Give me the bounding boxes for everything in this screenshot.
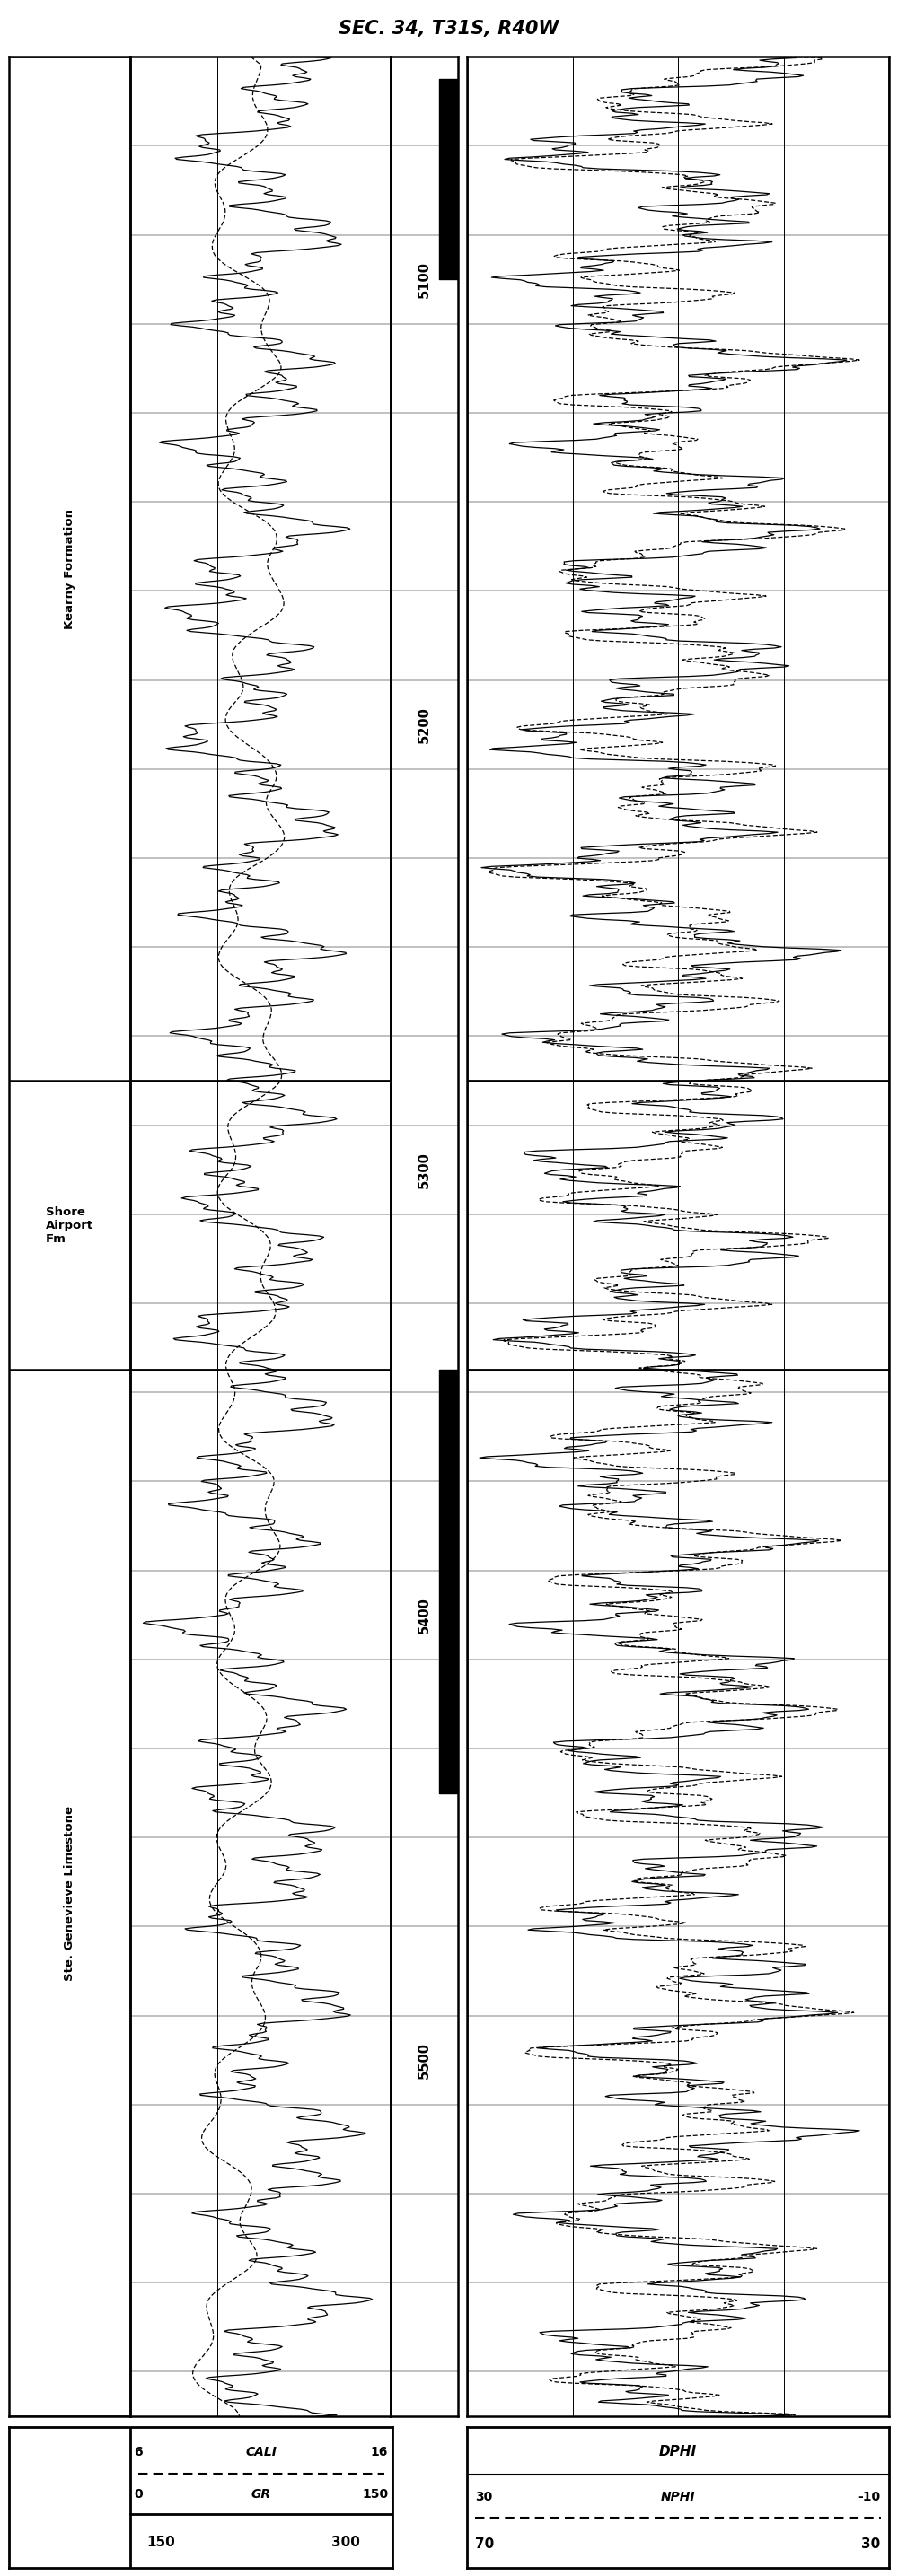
Text: Ste. Genevieve Limestone: Ste. Genevieve Limestone bbox=[64, 1806, 75, 1981]
Text: SEC. 34, T31S, R40W: SEC. 34, T31S, R40W bbox=[339, 21, 559, 36]
Text: 5200: 5200 bbox=[418, 706, 431, 742]
Text: 30: 30 bbox=[475, 2491, 493, 2504]
Text: NPHI: NPHI bbox=[661, 2491, 695, 2504]
Text: GR: GR bbox=[251, 2488, 271, 2501]
Text: Kearny Formation: Kearny Formation bbox=[64, 507, 75, 629]
Text: 70: 70 bbox=[475, 2537, 495, 2550]
Text: 300: 300 bbox=[331, 2535, 360, 2550]
Text: 0: 0 bbox=[134, 2488, 143, 2501]
Text: 5100: 5100 bbox=[418, 260, 431, 299]
Text: DPHI: DPHI bbox=[659, 2445, 697, 2460]
Text: 5500: 5500 bbox=[418, 2043, 431, 2079]
Text: 5400: 5400 bbox=[418, 1597, 431, 1633]
Text: CALI: CALI bbox=[245, 2445, 277, 2458]
Text: -10: -10 bbox=[858, 2491, 881, 2504]
Text: 30: 30 bbox=[861, 2537, 881, 2550]
Text: 150: 150 bbox=[362, 2488, 388, 2501]
Text: 5300: 5300 bbox=[418, 1151, 431, 1188]
Text: 6: 6 bbox=[134, 2445, 143, 2458]
Text: 150: 150 bbox=[146, 2535, 175, 2550]
Text: Shore
Airport
Fm: Shore Airport Fm bbox=[46, 1206, 93, 1244]
Text: 16: 16 bbox=[371, 2445, 388, 2458]
